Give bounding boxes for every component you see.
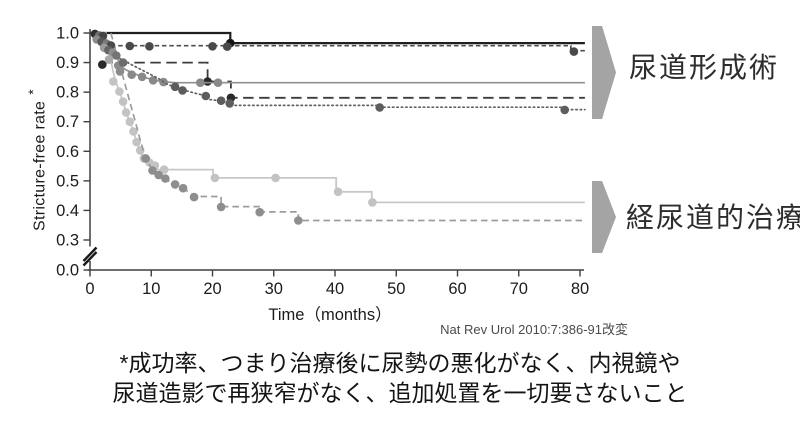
transurethral-a-censor-dot bbox=[115, 87, 124, 96]
urethroplasty-a-line bbox=[90, 31, 585, 45]
tick-label: 20 bbox=[203, 280, 221, 298]
transurethral-a-censor-dot bbox=[109, 77, 118, 86]
urethroplasty-d-censor-dot bbox=[213, 78, 223, 87]
transurethral-a-censor-dot bbox=[125, 117, 135, 126]
tick-label: 10 bbox=[142, 280, 160, 298]
tick-label: 0 bbox=[85, 280, 94, 298]
transurethral-b-censor-dot bbox=[178, 183, 188, 193]
tick-label: 1.0 bbox=[56, 25, 79, 43]
footnote-line-1: *成功率、つまり治療後に尿勢の悪化がなく、内視鏡や bbox=[119, 350, 681, 376]
urethroplasty-e-censor-dot bbox=[201, 91, 211, 101]
urethroplasty-e-censor-dot bbox=[170, 82, 180, 92]
urethroplasty-e-censor-dot bbox=[375, 103, 385, 112]
y-axis-label-text: Stricture-free rate bbox=[31, 100, 49, 231]
transurethral-a-censor-dot bbox=[368, 198, 377, 207]
transurethral-b-censor-dot bbox=[189, 192, 199, 202]
urethroplasty-e-censor-dot bbox=[178, 86, 187, 95]
transurethral-b-line bbox=[90, 32, 585, 222]
urethroplasty-b-censor-dot bbox=[222, 42, 232, 51]
transurethral-b-censor-dot bbox=[161, 174, 170, 183]
transurethral-a-censor-dot bbox=[159, 165, 169, 174]
y-axis-break-icon bbox=[82, 246, 98, 267]
upper-group-label: 尿道形成術 bbox=[629, 52, 780, 83]
transurethral-a-line bbox=[90, 32, 585, 204]
tick-label: 50 bbox=[387, 280, 405, 298]
y-axis-label: Stricture-free rate * bbox=[25, 10, 51, 310]
censor-cluster bbox=[90, 29, 128, 70]
series-urethroplasty-c bbox=[98, 60, 585, 103]
x-axis-label: Time（months） bbox=[268, 305, 391, 324]
urethroplasty-c-line bbox=[102, 61, 585, 99]
tick-label: 60 bbox=[448, 280, 466, 298]
transurethral-b-censor-dot bbox=[294, 216, 303, 225]
tick-label: 0.9 bbox=[56, 54, 79, 72]
y-axis-asterisk: * bbox=[25, 89, 41, 95]
tick-label: 80 bbox=[571, 280, 589, 298]
series-transurethral-a bbox=[90, 32, 585, 207]
urethroplasty-c-censor-dot bbox=[203, 77, 212, 86]
transurethral-a-censor-dot bbox=[129, 127, 138, 136]
urethroplasty-b-censor-dot bbox=[125, 41, 135, 51]
censor-dot bbox=[118, 58, 128, 67]
censor-dot bbox=[112, 51, 121, 60]
tick-label: 0.4 bbox=[56, 202, 79, 220]
km-survival-chart: 0 10 20 30 40 50 60 70 80 1.0 0.9 0.8 0.7 0.6 0.5 0.4 0.… bbox=[56, 25, 589, 325]
urethroplasty-d-line bbox=[91, 32, 585, 84]
transurethral-a-censor-dot bbox=[121, 108, 131, 117]
lower-group-label: 経尿道的治療 bbox=[626, 202, 800, 233]
urethroplasty-b-censor-dot bbox=[145, 42, 154, 51]
footnote-line-2: 尿道造影で再狭窄がなく、追加処置を一切要さないこと bbox=[112, 380, 688, 406]
urethroplasty-e-line bbox=[98, 40, 586, 111]
urethroplasty-d-censor-dot bbox=[127, 70, 136, 79]
transurethral-a-censor-dot bbox=[333, 187, 343, 197]
footnote: *成功率、つまり治療後に尿勢の悪化がなく、内視鏡や 尿道造影で再狭窄がなく、追加… bbox=[0, 348, 800, 408]
tick-label: 30 bbox=[265, 280, 283, 298]
tick-label: 0.7 bbox=[56, 113, 79, 131]
tick-label: 0.5 bbox=[56, 172, 79, 190]
transurethral-b-censor-dot bbox=[154, 170, 163, 180]
urethroplasty-e-censor-dot bbox=[225, 99, 234, 108]
tick-label: 0.6 bbox=[56, 143, 79, 161]
urethroplasty-d-censor-dot bbox=[148, 76, 158, 85]
urethroplasty-c-censor-dot bbox=[98, 60, 107, 69]
transurethral-a-censor-dot bbox=[271, 173, 280, 183]
series-urethroplasty-d bbox=[91, 32, 585, 87]
urethroplasty-e-censor-dot bbox=[560, 105, 569, 115]
urethroplasty-d-censor-dot bbox=[137, 72, 147, 82]
transurethral-b-censor-dot bbox=[216, 202, 226, 212]
transurethral-a-censor-dot bbox=[132, 137, 141, 147]
series-transurethral-b bbox=[90, 32, 585, 225]
axes: 0 10 20 30 40 50 60 70 80 1.0 0.9 0.8 0.7 0.6 0.5 0.4 0.… bbox=[56, 25, 589, 325]
transurethral-b-censor-dot bbox=[170, 180, 180, 189]
transurethral-b-censor-dot bbox=[141, 154, 150, 163]
citation: Nat Rev Urol 2010:7:386-91改変 bbox=[440, 322, 628, 337]
urethroplasty-d-censor-dot bbox=[196, 78, 205, 87]
transurethral-b-censor-dot bbox=[255, 207, 264, 217]
urethroplasty-b-censor-dot bbox=[569, 47, 579, 56]
series-urethroplasty-e bbox=[98, 40, 586, 115]
urethroplasty-e-censor-dot bbox=[216, 96, 226, 105]
tick-label: 0.8 bbox=[56, 84, 79, 102]
tick-label: 0.3 bbox=[56, 231, 79, 249]
transurethral-b-censor-dot bbox=[148, 166, 157, 175]
series-urethroplasty-b bbox=[92, 32, 585, 56]
censor-dot bbox=[104, 55, 114, 64]
tick-label: 0.0 bbox=[56, 262, 79, 280]
transurethral-a-censor-dot bbox=[210, 173, 220, 183]
tick-label: 70 bbox=[510, 280, 528, 298]
tick-label: 40 bbox=[326, 280, 344, 298]
transurethral-a-censor-dot bbox=[118, 97, 128, 106]
urethroplasty-b-line bbox=[92, 32, 585, 52]
urethroplasty-b-censor-dot bbox=[208, 42, 217, 51]
